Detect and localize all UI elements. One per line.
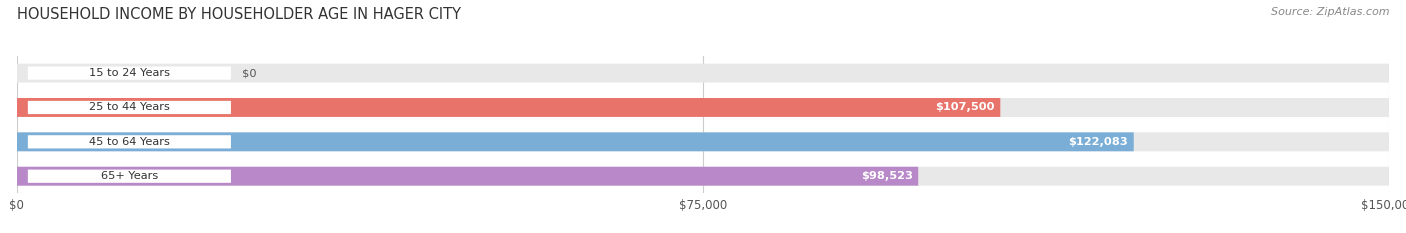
Text: $0: $0	[242, 68, 256, 78]
Text: 65+ Years: 65+ Years	[101, 171, 157, 181]
FancyBboxPatch shape	[17, 167, 1389, 186]
Text: $107,500: $107,500	[935, 103, 995, 113]
FancyBboxPatch shape	[28, 101, 231, 114]
FancyBboxPatch shape	[17, 98, 1000, 117]
FancyBboxPatch shape	[28, 135, 231, 148]
FancyBboxPatch shape	[28, 170, 231, 183]
FancyBboxPatch shape	[28, 66, 231, 80]
Text: Source: ZipAtlas.com: Source: ZipAtlas.com	[1271, 7, 1389, 17]
FancyBboxPatch shape	[17, 64, 1389, 82]
FancyBboxPatch shape	[17, 98, 1389, 117]
Text: 25 to 44 Years: 25 to 44 Years	[89, 103, 170, 113]
FancyBboxPatch shape	[17, 132, 1133, 151]
Text: $122,083: $122,083	[1069, 137, 1128, 147]
Text: HOUSEHOLD INCOME BY HOUSEHOLDER AGE IN HAGER CITY: HOUSEHOLD INCOME BY HOUSEHOLDER AGE IN H…	[17, 7, 461, 22]
FancyBboxPatch shape	[17, 167, 918, 186]
Text: $98,523: $98,523	[860, 171, 912, 181]
FancyBboxPatch shape	[17, 132, 1389, 151]
Text: 45 to 64 Years: 45 to 64 Years	[89, 137, 170, 147]
Text: 15 to 24 Years: 15 to 24 Years	[89, 68, 170, 78]
